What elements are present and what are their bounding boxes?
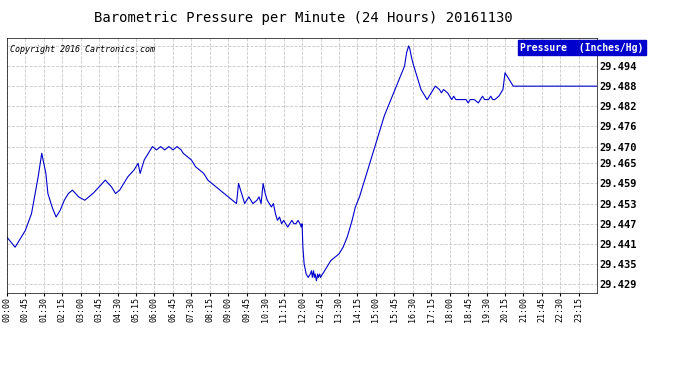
Text: Copyright 2016 Cartronics.com: Copyright 2016 Cartronics.com xyxy=(10,45,155,54)
Text: Pressure  (Inches/Hg): Pressure (Inches/Hg) xyxy=(520,43,644,52)
Text: Barometric Pressure per Minute (24 Hours) 20161130: Barometric Pressure per Minute (24 Hours… xyxy=(95,11,513,25)
